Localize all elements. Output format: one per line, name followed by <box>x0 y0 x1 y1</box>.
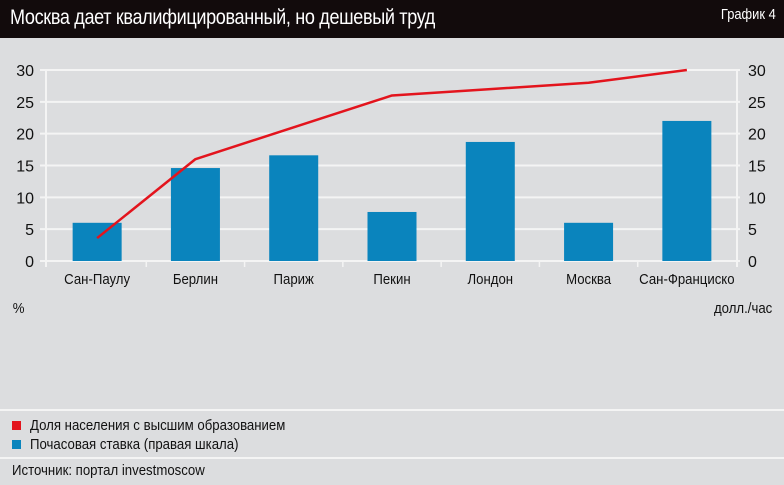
bar <box>367 211 417 261</box>
y-tick-right: 15 <box>748 159 766 176</box>
bar <box>72 222 122 261</box>
x-category-label: Париж <box>274 270 315 287</box>
legend-item-bar: Почасовая ставка (правая шкала) <box>12 436 267 453</box>
bar <box>465 141 515 261</box>
bar <box>269 155 319 261</box>
blue-swatch-icon <box>12 440 21 449</box>
bar <box>564 222 614 261</box>
chart-title: Москва дает квалифицированный, но дешевы… <box>10 6 436 29</box>
x-category-label: Лондон <box>467 270 513 287</box>
source-note: Источник: портал investmoscow <box>12 462 205 479</box>
y-tick-left: 10 <box>16 190 34 207</box>
y-tick-right: 0 <box>748 254 757 271</box>
combo-chart: 0 0 5 5 10 10 15 15 20 20 25 25 30 30 Сан-Паулу Берлин П… <box>16 63 766 287</box>
y-tick-left: 20 <box>16 127 34 144</box>
x-category-label: Пекин <box>373 270 410 287</box>
y-tick-left: 25 <box>16 95 34 112</box>
bar <box>170 168 220 261</box>
chart-number-badge: График 4 <box>721 6 776 23</box>
legend-label: Доля населения с высшим образованием <box>30 417 286 434</box>
red-swatch-icon <box>12 421 21 430</box>
x-category-label: Берлин <box>173 270 218 287</box>
legend-item-line: Доля населения с высшим образованием <box>12 417 320 434</box>
y-tick-left: 30 <box>16 63 34 80</box>
y-tick-right: 30 <box>748 63 766 80</box>
right-axis-unit: долл./час <box>713 300 772 317</box>
y-tick-left: 0 <box>25 254 34 271</box>
chart-header: Москва дает квалифицированный, но дешевы… <box>0 0 784 38</box>
divider <box>0 409 784 411</box>
x-category-label: Сан-Франциско <box>639 270 735 287</box>
y-tick-right: 5 <box>748 222 757 239</box>
y-tick-left: 5 <box>25 222 34 239</box>
y-tick-right: 25 <box>748 95 766 112</box>
divider <box>0 457 784 459</box>
education-line <box>96 68 688 240</box>
x-category-label: Сан-Паулу <box>64 270 131 287</box>
y-tick-right: 20 <box>748 127 766 144</box>
bar <box>662 120 712 261</box>
y-tick-left: 15 <box>16 159 34 176</box>
left-axis-unit: % <box>12 300 25 317</box>
x-category-label: Москва <box>566 270 611 287</box>
legend-label: Почасовая ставка (правая шкала) <box>30 436 239 453</box>
y-tick-right: 10 <box>748 190 766 207</box>
